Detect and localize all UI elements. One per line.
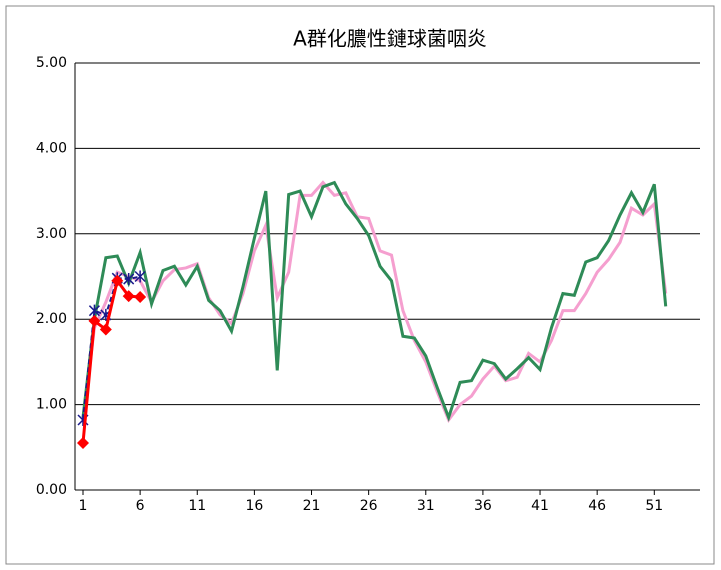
series-line — [81, 180, 668, 424]
y-tick-label: 0.00 — [36, 482, 67, 498]
marker — [122, 290, 135, 303]
y-tick-label: 2.00 — [36, 311, 67, 327]
x-tick-label: 11 — [188, 498, 206, 514]
marker — [123, 273, 135, 286]
x-tick-label: 21 — [303, 498, 321, 514]
marker — [88, 314, 101, 327]
marker — [99, 323, 112, 336]
x-tick-label: 41 — [531, 498, 549, 514]
marker — [88, 304, 100, 317]
y-tick-label: 3.00 — [36, 226, 67, 242]
series-line — [81, 180, 668, 422]
x-tick-label: 16 — [245, 498, 263, 514]
marker — [134, 290, 147, 303]
x-tick-label: 51 — [645, 498, 663, 514]
y-tick-label: 4.00 — [36, 140, 67, 156]
x-tick-label: 36 — [474, 498, 492, 514]
marker — [134, 270, 146, 283]
marker — [76, 437, 89, 450]
x-tick-label: 46 — [588, 498, 606, 514]
marker — [111, 274, 124, 287]
chart-title: A群化膿性鏈球菌咽炎 — [293, 27, 487, 51]
x-tick-label: 1 — [79, 498, 88, 514]
x-tick-label: 6 — [136, 498, 145, 514]
y-tick-label: 5.00 — [36, 55, 67, 71]
x-tick-label: 31 — [417, 498, 435, 514]
y-tick-label: 1.00 — [36, 397, 67, 413]
x-tick-label: 26 — [360, 498, 378, 514]
chart-border — [5, 5, 715, 565]
